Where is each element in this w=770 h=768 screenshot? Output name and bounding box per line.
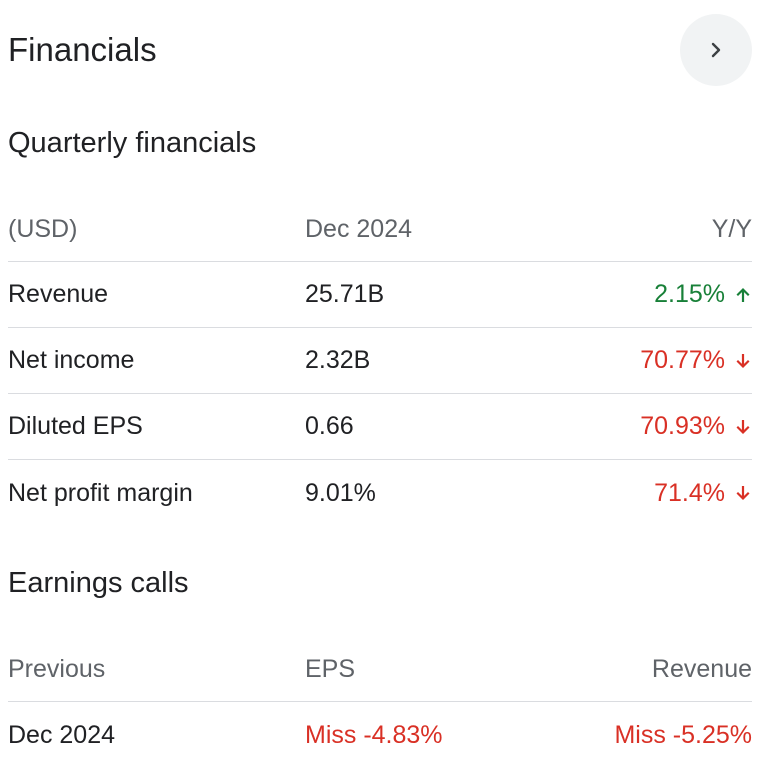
metric-change: 71.4% <box>654 460 752 526</box>
page-title: Financials <box>8 31 157 68</box>
arrow-down-icon <box>736 486 750 500</box>
metric-change: 2.15% <box>654 262 752 327</box>
column-header-currency: (USD) <box>8 215 78 243</box>
arrow-down-icon <box>736 353 750 368</box>
table-row: Net income 2.32B 70.77% <box>8 328 752 394</box>
metric-value: 25.71B <box>305 280 385 308</box>
table-row: Net profit margin 9.01% 71.4% <box>8 460 752 526</box>
change-value: 70.93% <box>640 412 725 440</box>
metric-value: 9.01% <box>305 478 376 507</box>
metric-value: 2.32B <box>305 346 371 374</box>
column-header-revenue: Revenue <box>651 655 752 683</box>
metric-label: Diluted EPS <box>8 412 143 440</box>
next-button[interactable] <box>680 14 752 86</box>
table-row: Diluted EPS 0.66 70.93% <box>8 394 752 460</box>
column-header-eps: EPS <box>305 655 356 683</box>
change-value: 2.15% <box>654 280 725 308</box>
table-row: Revenue 25.71B 2.15% <box>8 262 752 328</box>
change-value: 70.77% <box>640 346 725 374</box>
change-value: 71.4% <box>654 478 725 507</box>
arrow-down-icon <box>736 419 750 434</box>
metric-label: Net profit margin <box>8 478 193 507</box>
table-header-row: (USD) Dec 2024 Y/Y <box>8 198 752 262</box>
metric-change: 70.77% <box>640 328 752 393</box>
revenue-result: Miss -5.25% <box>614 720 752 749</box>
metric-change: 70.93% <box>640 394 752 459</box>
eps-result: Miss -4.83% <box>305 720 443 749</box>
column-header-previous: Previous <box>8 655 106 683</box>
earnings-period: Dec 2024 <box>8 720 116 749</box>
metric-label: Revenue <box>8 280 109 308</box>
quarterly-financials-table: (USD) Dec 2024 Y/Y Revenue 25.71B 2.15% … <box>8 198 752 526</box>
quarterly-financials-title: Quarterly financials <box>8 127 257 159</box>
table-header-row: Previous EPS Revenue <box>8 638 752 702</box>
metric-value: 0.66 <box>305 412 354 440</box>
earnings-calls-table: Previous EPS Revenue Dec 2024 Miss -4.83… <box>8 638 752 768</box>
chevron-right-icon <box>711 42 721 58</box>
column-header-yoy: Y/Y <box>711 215 752 243</box>
metric-label: Net income <box>8 346 135 374</box>
financials-header: Financials <box>8 14 752 86</box>
table-row: Dec 2024 Miss -4.83% Miss -5.25% <box>8 702 752 768</box>
earnings-calls-title: Earnings calls <box>8 567 189 599</box>
arrow-up-icon <box>736 287 750 302</box>
column-header-period: Dec 2024 <box>305 215 413 243</box>
